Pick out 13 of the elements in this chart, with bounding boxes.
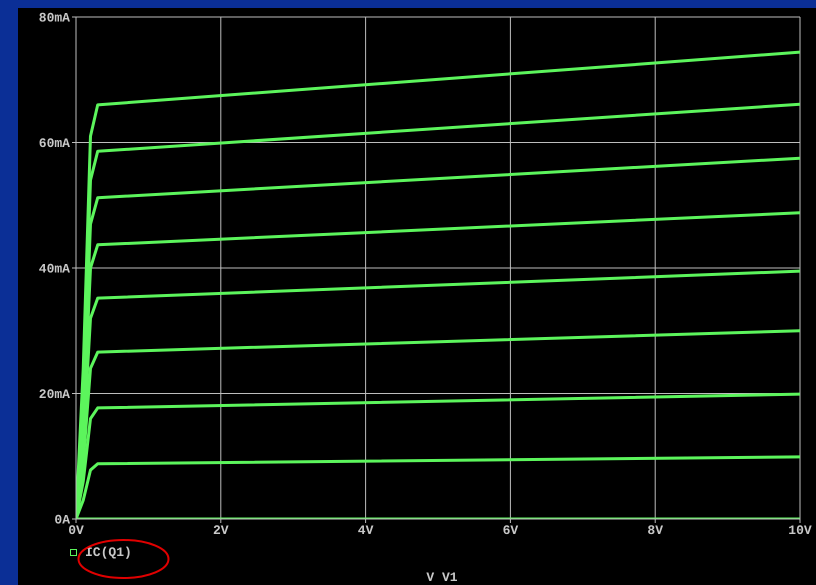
legend-label: IC(Q1) <box>85 545 132 560</box>
x-tick-label: 10V <box>788 523 812 538</box>
x-tick-label: 8V <box>647 523 664 538</box>
x-tick-label: 2V <box>212 523 229 538</box>
y-tick-label: 40mA <box>38 262 70 277</box>
x-tick-label: 0V <box>68 523 84 538</box>
y-tick-label: 80mA <box>38 10 70 26</box>
x-tick-label: 4V <box>358 523 374 538</box>
x-tick-label: 6V <box>502 523 518 538</box>
x-axis-title: V V1 <box>426 570 458 585</box>
y-tick-label: 20mA <box>38 387 70 402</box>
y-tick-label: 60mA <box>38 136 70 152</box>
y-tick-label: 0A <box>54 512 70 528</box>
